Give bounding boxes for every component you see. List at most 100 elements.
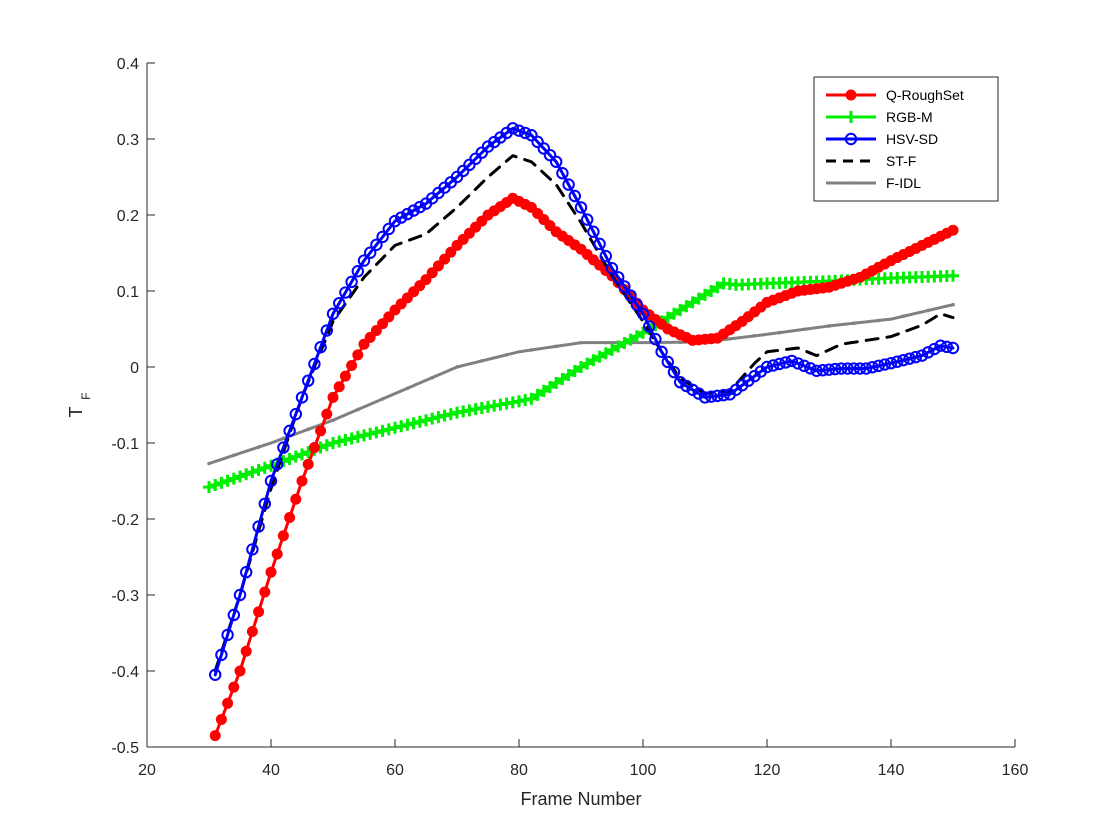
series-marker-hsv-sd <box>760 360 774 374</box>
series-marker-rgb-m <box>345 432 358 445</box>
series-marker-hsv-sd <box>866 360 879 374</box>
legend-label: Q-RoughSet <box>886 87 964 103</box>
series-marker-hsv-sd <box>773 357 786 371</box>
series-marker-hsv-sd <box>605 262 619 275</box>
series-marker-hsv-sd <box>667 365 681 379</box>
y-tick-label: 0.3 <box>117 132 139 149</box>
series-marker-hsv-sd <box>674 376 687 389</box>
series-marker-rgb-m <box>395 420 408 433</box>
series-marker-q-roughset <box>383 311 395 323</box>
series-marker-rgb-m <box>537 384 550 397</box>
series-marker-rgb-m <box>705 285 718 297</box>
series-marker-f-idl <box>331 418 335 423</box>
series-marker-hsv-sd <box>878 358 891 371</box>
series-marker-rgb-m <box>240 468 253 481</box>
series-marker-q-roughset <box>240 645 252 657</box>
series-marker-hsv-sd <box>376 230 389 244</box>
series-marker-hsv-sd <box>822 363 836 376</box>
series-marker-hsv-sd <box>252 520 265 533</box>
series-marker-q-roughset <box>228 681 240 693</box>
legend-item-q-roughset: Q-RoughSet <box>826 87 964 103</box>
series-marker-rgb-m <box>364 427 377 440</box>
series-marker-rgb-m <box>407 417 420 430</box>
series-marker-q-roughset <box>315 425 327 437</box>
series-marker-f-idl <box>529 348 534 352</box>
series-marker-rgb-m <box>327 437 339 449</box>
series-marker-hsv-sd <box>835 362 848 375</box>
series-marker-f-idl <box>827 324 831 328</box>
series-marker-rgb-m <box>426 412 439 425</box>
series-marker-hsv-sd <box>860 362 873 375</box>
series-marker-hsv-sd <box>649 332 662 346</box>
series-marker-rgb-m <box>351 430 364 443</box>
series-marker-f-idl <box>876 318 881 323</box>
series-marker-q-roughset <box>222 697 234 709</box>
series-marker-hsv-sd <box>661 355 674 369</box>
series-marker-f-idl <box>728 337 732 341</box>
series-marker-rgb-m <box>575 361 587 373</box>
series-marker-hsv-sd <box>884 357 898 370</box>
y-tick-label: 0 <box>130 360 139 377</box>
series-marker-hsv-sd <box>407 204 420 217</box>
series-layer <box>203 122 960 742</box>
series-marker-q-roughset <box>209 730 221 742</box>
series-marker-hsv-sd <box>209 668 222 681</box>
series-marker-hsv-sd <box>698 391 712 404</box>
series-marker-q-roughset <box>377 318 389 330</box>
x-tick-label: 120 <box>754 762 781 779</box>
series-marker-rgb-m <box>227 472 240 485</box>
series-marker-f-idl <box>901 314 906 319</box>
series-marker-hsv-sd <box>934 339 947 352</box>
series-marker-q-roughset <box>321 408 333 420</box>
series-marker-hsv-sd <box>940 340 953 354</box>
x-ticks: 20 40 60 80 100 120 140 160 <box>138 739 1028 779</box>
y-tick-label: 0.1 <box>117 284 139 301</box>
y-axis-label: T F <box>66 392 93 417</box>
series-marker-rgb-m <box>320 439 333 452</box>
series-marker-q-roughset <box>947 224 959 236</box>
series-marker-rgb-m <box>556 372 569 385</box>
legend: Q-RoughSet RGB-M HSV-SD ST-F F-IDL <box>813 76 999 202</box>
series-marker-rgb-m <box>234 470 246 483</box>
series-marker-rgb-m <box>686 296 699 309</box>
series-marker-hsv-sd <box>798 359 811 373</box>
series-marker-rgb-m <box>618 337 631 350</box>
series-marker-rgb-m <box>358 429 370 442</box>
series-marker-hsv-sd <box>550 155 563 169</box>
series-marker-f-idl <box>926 308 930 313</box>
series-marker-hsv-sd <box>388 214 402 228</box>
series-marker-rgb-m <box>606 343 618 356</box>
series-marker-f-idl <box>405 386 410 391</box>
series-marker-hsv-sd <box>246 543 259 556</box>
legend-label: ST-F <box>886 153 916 169</box>
series-marker-hsv-sd <box>680 379 693 393</box>
series-marker-f-idl <box>554 344 558 349</box>
series-marker-q-roughset <box>215 713 227 725</box>
series-marker-hsv-sd <box>643 320 656 333</box>
series-marker-hsv-sd <box>816 364 829 377</box>
series-hsv-sd <box>209 122 960 681</box>
series-marker-q-roughset <box>420 274 432 286</box>
series-marker-hsv-sd <box>314 341 327 354</box>
series-marker-rgb-m <box>221 474 234 487</box>
series-marker-q-roughset <box>439 253 451 265</box>
x-tick-label: 140 <box>878 762 905 779</box>
x-tick-label: 20 <box>138 762 156 779</box>
series-marker-hsv-sd <box>829 362 842 376</box>
x-axis-label: Frame Number <box>520 789 641 809</box>
series-marker-q-roughset <box>246 625 258 637</box>
series-marker-hsv-sd <box>847 362 860 375</box>
series-marker-rgb-m <box>389 421 401 434</box>
series-marker-hsv-sd <box>370 238 383 251</box>
series-marker-f-idl <box>579 340 583 345</box>
series-marker-hsv-sd <box>233 588 247 602</box>
series-marker-hsv-sd <box>221 628 234 642</box>
series-marker-rgb-m <box>283 452 296 465</box>
series-marker-f-idl <box>356 407 360 412</box>
series-marker-q-roughset <box>339 370 351 382</box>
y-tick-label: -0.4 <box>111 664 139 681</box>
series-marker-q-roughset <box>327 391 339 403</box>
series-rgb-m <box>203 269 959 494</box>
series-marker-f-idl <box>207 461 211 466</box>
